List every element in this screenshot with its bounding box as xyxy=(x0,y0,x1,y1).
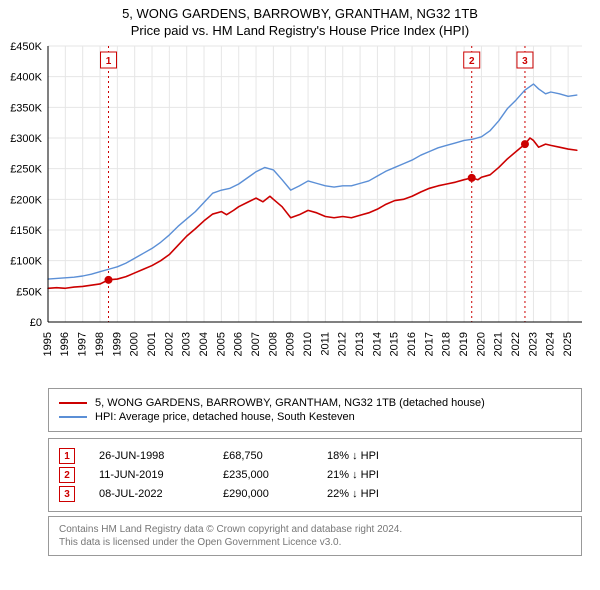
event-price: £235,000 xyxy=(223,469,303,481)
legend: 5, WONG GARDENS, BARROWBY, GRANTHAM, NG3… xyxy=(48,388,582,432)
event-row: 3 08-JUL-2022 £290,000 22% ↓ HPI xyxy=(59,486,571,502)
event-num-box: 1 xyxy=(59,448,75,464)
title-block: 5, WONG GARDENS, BARROWBY, GRANTHAM, NG3… xyxy=(0,0,600,40)
x-tick-label: 2022 xyxy=(510,332,522,356)
y-tick-label: £450K xyxy=(10,41,42,53)
y-tick-label: £150K xyxy=(10,225,42,237)
legend-label: 5, WONG GARDENS, BARROWBY, GRANTHAM, NG3… xyxy=(95,397,485,409)
x-tick-label: 2020 xyxy=(475,332,487,356)
y-tick-label: £250K xyxy=(10,164,42,176)
x-tick-label: 2019 xyxy=(458,332,470,356)
x-tick-label: 2005 xyxy=(215,332,227,356)
footer-line-1: Contains HM Land Registry data © Crown c… xyxy=(59,523,571,536)
x-tick-label: 2004 xyxy=(198,332,210,356)
legend-label: HPI: Average price, detached house, Sout… xyxy=(95,411,355,423)
x-tick-label: 2014 xyxy=(371,332,383,356)
legend-swatch xyxy=(59,402,87,404)
y-tick-label: £0 xyxy=(30,317,42,329)
x-tick-label: 2000 xyxy=(129,332,141,356)
title-line-2: Price paid vs. HM Land Registry's House … xyxy=(10,23,590,38)
x-tick-label: 2023 xyxy=(527,332,539,356)
x-tick-label: 2012 xyxy=(337,332,349,356)
x-tick-label: 2016 xyxy=(406,332,418,356)
y-tick-label: £300K xyxy=(10,133,42,145)
footer-attrib: Contains HM Land Registry data © Crown c… xyxy=(48,516,582,556)
x-tick-label: 2010 xyxy=(302,332,314,356)
event-marker-num: 3 xyxy=(522,56,528,67)
x-tick-label: 2025 xyxy=(562,332,574,356)
event-hpi: 18% ↓ HPI xyxy=(327,450,417,462)
event-hpi: 22% ↓ HPI xyxy=(327,488,417,500)
event-num-box: 3 xyxy=(59,486,75,502)
x-tick-label: 1999 xyxy=(111,332,123,356)
event-marker-num: 2 xyxy=(469,56,475,67)
event-price: £68,750 xyxy=(223,450,303,462)
y-tick-label: £350K xyxy=(10,102,42,114)
y-tick-label: £200K xyxy=(10,194,42,206)
x-tick-label: 2001 xyxy=(146,332,158,356)
footer-line-2: This data is licensed under the Open Gov… xyxy=(59,536,571,549)
event-row: 2 11-JUN-2019 £235,000 21% ↓ HPI xyxy=(59,467,571,483)
legend-swatch xyxy=(59,416,87,418)
legend-row: 5, WONG GARDENS, BARROWBY, GRANTHAM, NG3… xyxy=(59,397,571,409)
event-marker-num: 1 xyxy=(106,56,112,67)
x-tick-label: 2018 xyxy=(441,332,453,356)
x-tick-label: 2009 xyxy=(285,332,297,356)
x-tick-label: 2024 xyxy=(545,332,557,356)
event-date: 11-JUN-2019 xyxy=(99,469,199,481)
x-tick-label: 2011 xyxy=(319,332,331,356)
y-tick-label: £50K xyxy=(16,286,42,298)
event-price: £290,000 xyxy=(223,488,303,500)
y-tick-label: £400K xyxy=(10,72,42,84)
x-tick-label: 2013 xyxy=(354,332,366,356)
x-tick-label: 2006 xyxy=(233,332,245,356)
x-tick-label: 1996 xyxy=(59,332,71,356)
legend-row: HPI: Average price, detached house, Sout… xyxy=(59,411,571,423)
event-num-box: 2 xyxy=(59,467,75,483)
chart-container: 5, WONG GARDENS, BARROWBY, GRANTHAM, NG3… xyxy=(0,0,600,556)
x-tick-label: 2007 xyxy=(250,332,262,356)
x-tick-label: 2008 xyxy=(267,332,279,356)
event-hpi: 21% ↓ HPI xyxy=(327,469,417,481)
title-line-1: 5, WONG GARDENS, BARROWBY, GRANTHAM, NG3… xyxy=(10,6,590,21)
chart-svg: £0 £50K £100K £150K £200K £250K £300K £350K £400… xyxy=(0,40,600,380)
x-tick-label: 2021 xyxy=(493,332,505,356)
x-tick-label: 2003 xyxy=(181,332,193,356)
x-tick-label: 2017 xyxy=(423,332,435,356)
event-date: 26-JUN-1998 xyxy=(99,450,199,462)
event-table: 1 26-JUN-1998 £68,750 18% ↓ HPI 2 11-JUN-2019… xyxy=(48,438,582,512)
plot-area: £0 £50K £100K £150K £200K £250K £300K £350K £400… xyxy=(0,40,600,380)
y-tick-label: £100K xyxy=(10,256,42,268)
x-tick-label: 2015 xyxy=(389,332,401,356)
x-tick-label: 1998 xyxy=(94,332,106,356)
event-date: 08-JUL-2022 xyxy=(99,488,199,500)
event-row: 1 26-JUN-1998 £68,750 18% ↓ HPI xyxy=(59,448,571,464)
x-tick-label: 1995 xyxy=(42,332,54,356)
x-tick-label: 1997 xyxy=(77,332,89,356)
x-tick-label: 2002 xyxy=(163,332,175,356)
